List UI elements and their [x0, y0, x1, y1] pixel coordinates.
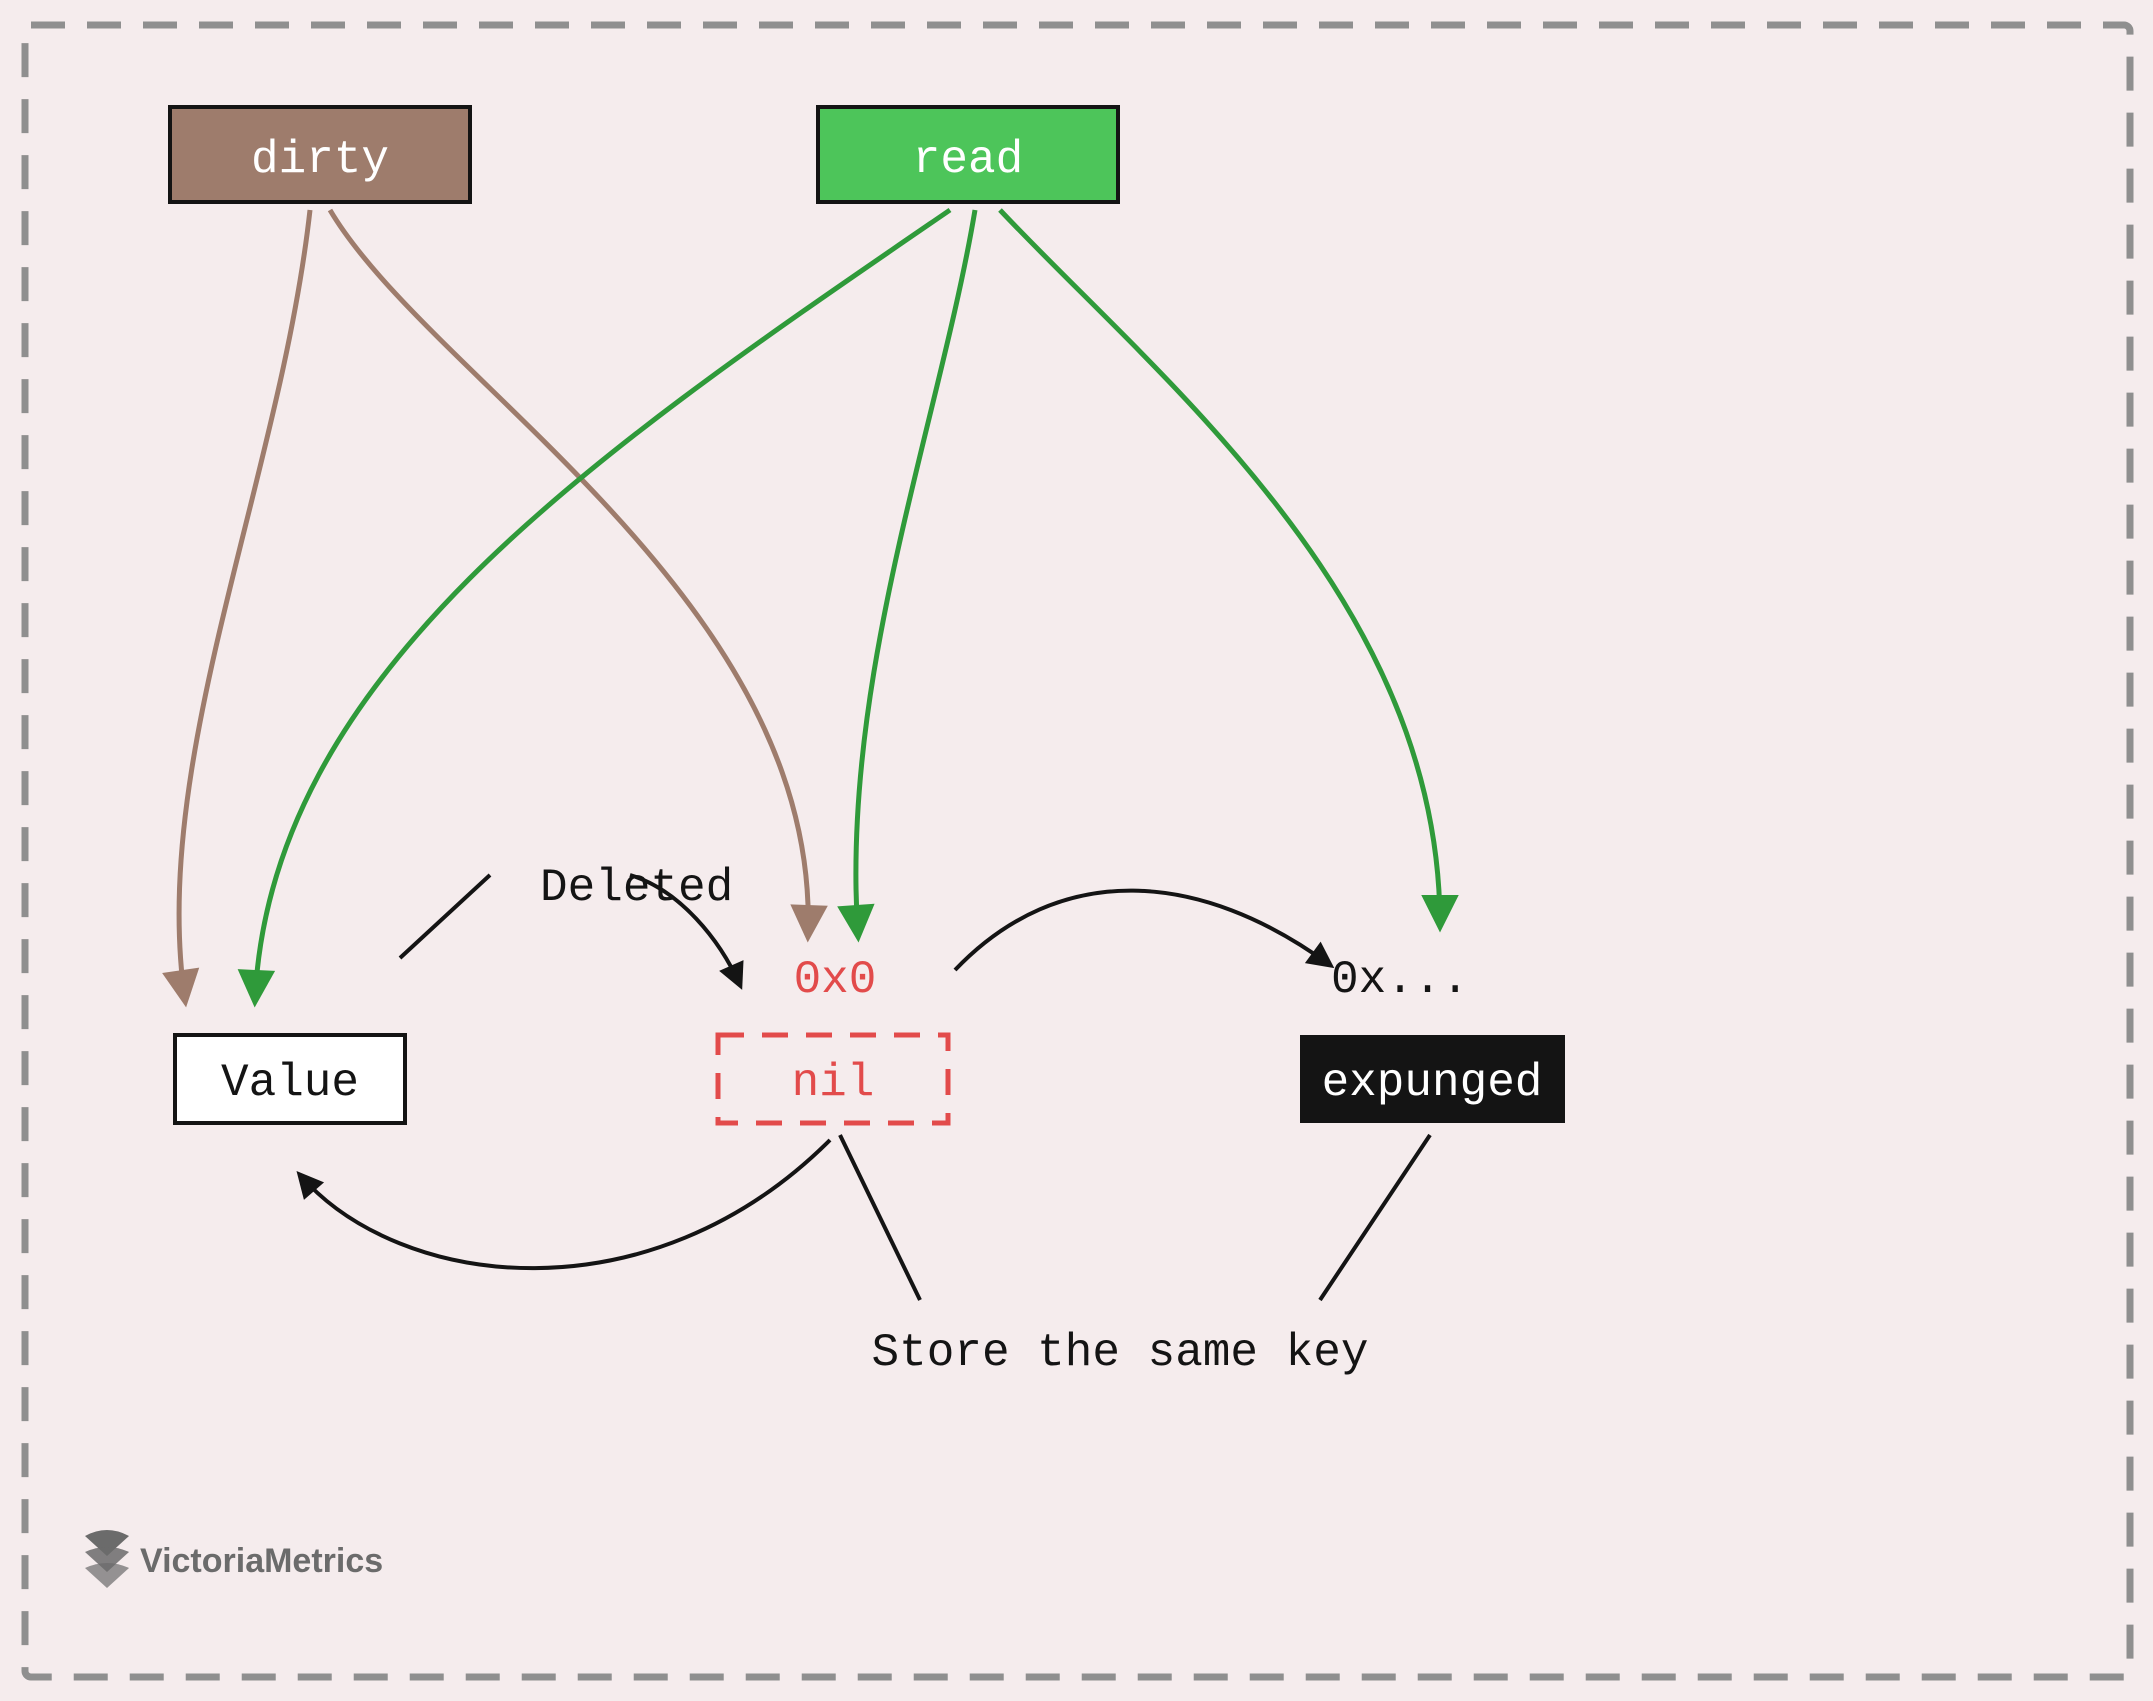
node-value: Value: [175, 1035, 405, 1123]
logo-text: VictoriaMetrics: [140, 1542, 383, 1580]
node-value-label: Value: [221, 1057, 359, 1109]
node-read: read: [818, 107, 1118, 202]
node-nil-label: nil: [792, 1057, 875, 1109]
label-deleted: Deleted: [540, 862, 733, 914]
node-dirty: dirty: [170, 107, 470, 202]
state-diagram: dirty read Value nil expunged Deleted 0x…: [0, 0, 2153, 1701]
label-0x-dots: 0x...: [1331, 954, 1469, 1006]
label-0x0: 0x0: [794, 954, 877, 1006]
page-background: [0, 0, 2153, 1701]
node-expunged-label: expunged: [1322, 1057, 1543, 1109]
node-expunged: expunged: [1300, 1035, 1565, 1123]
node-dirty-label: dirty: [251, 134, 389, 186]
label-store-same-key: Store the same key: [872, 1327, 1369, 1379]
node-read-label: read: [913, 134, 1023, 186]
